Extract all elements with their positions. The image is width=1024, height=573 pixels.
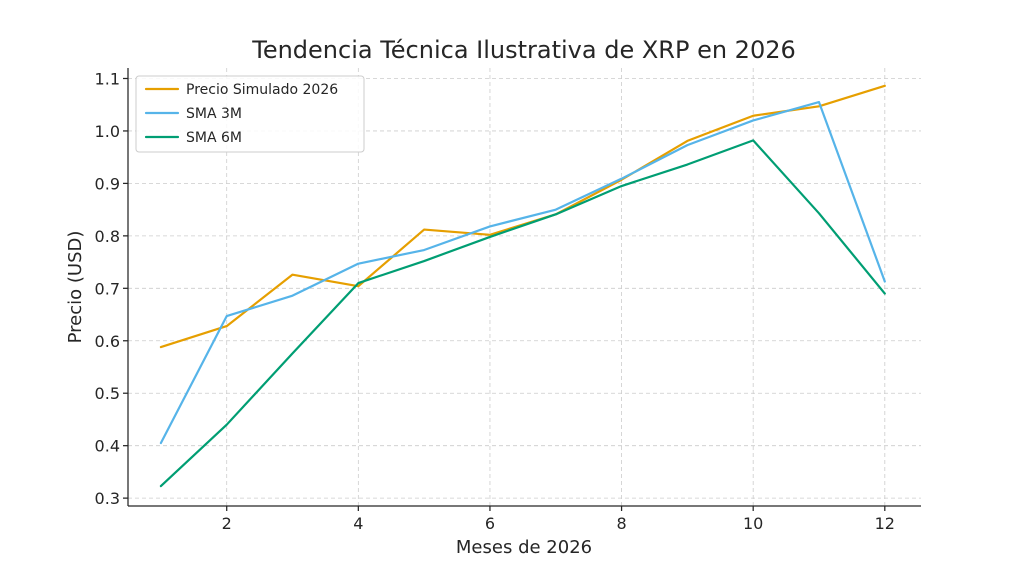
chart-title: Tendencia Técnica Ilustrativa de XRP en … (251, 36, 796, 64)
series (159, 84, 886, 488)
x-tick-label: 4 (353, 514, 363, 533)
legend-label-sma6: SMA 6M (186, 130, 242, 146)
x-tick-label: 8 (616, 514, 626, 533)
y-axis-label: Precio (USD) (65, 231, 86, 344)
y-tick-label: 0.6 (95, 332, 120, 351)
y-tick-label: 0.9 (95, 174, 120, 193)
ticks: 2 4 6 8 10 12 0.3 0.4 0.5 0.6 0.7 0.8 0.9 1.0 1.1 (95, 69, 895, 533)
x-tick-label: 2 (222, 514, 232, 533)
series-line-sma-3m (159, 100, 886, 445)
y-tick-label: 0.4 (95, 437, 120, 456)
y-tick-label: 1.0 (95, 122, 120, 141)
x-tick-label: 10 (743, 514, 763, 533)
legend: Precio Simulado 2026 SMA 3M SMA 6M (135, 75, 365, 153)
axes (127, 68, 921, 507)
series-line-sma-6m (159, 139, 886, 488)
x-axis-label: Meses de 2026 (456, 537, 592, 558)
y-tick-label: 0.7 (95, 279, 120, 298)
legend-label-sma3: SMA 3M (186, 106, 242, 122)
legend-box (135, 75, 365, 153)
y-tick-label: 1.1 (95, 69, 120, 88)
y-tick-label: 0.3 (95, 489, 120, 508)
y-tick-label: 0.5 (95, 384, 120, 403)
x-tick-label: 12 (875, 514, 895, 533)
legend-label-precio: Precio Simulado 2026 (186, 82, 338, 98)
y-tick-label: 0.8 (95, 227, 120, 246)
grid (128, 68, 921, 506)
x-tick-label: 6 (485, 514, 495, 533)
